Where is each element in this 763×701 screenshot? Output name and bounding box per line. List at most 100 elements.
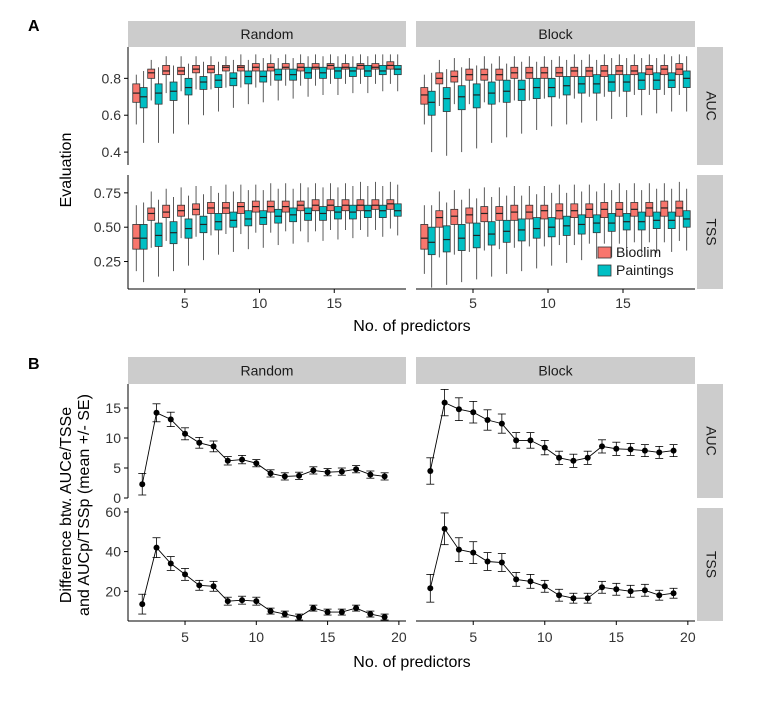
- a-random-tss-bioclim-x3-box: [147, 207, 156, 221]
- b-random-tss-point-x13: [296, 614, 303, 621]
- a-x-tick-label-block-15: 15: [615, 295, 631, 311]
- a-block-tss-paintings-x2-box: [427, 226, 436, 256]
- a-random-auc-bioclim-x4-box: [162, 65, 171, 76]
- a-block-tss-bioclim-x11-box: [555, 203, 564, 220]
- b-random-auc-point-x13: [296, 472, 303, 479]
- a-block-tss-bioclim-x19-box: [675, 200, 684, 217]
- a-random-auc-paintings-x5-box: [184, 77, 193, 96]
- a-random-tss-bioclim-x19-box: [386, 199, 395, 210]
- b-col-strip-random: [128, 357, 406, 384]
- a-x-tick-label-random-15: 15: [326, 295, 342, 311]
- a-col-strip-label-block: Block: [538, 26, 573, 42]
- a-random-auc-paintings-x9-box: [244, 70, 253, 85]
- b-block-auc-point-x10: [541, 444, 548, 451]
- panel-a-boxplots: Random Block AUC TSS 0.4 0.6 0.8 0.25 0.50 0.75 5 1…: [94, 21, 723, 311]
- a-block-auc-paintings-x16-box: [637, 72, 646, 90]
- b-random-tss-point-x3: [153, 544, 160, 551]
- b-random-auc-point-x4: [167, 416, 174, 423]
- b-random-tss-point-x11: [267, 608, 274, 615]
- a-block-auc-bioclim-x16-box: [630, 65, 639, 76]
- a-random-tss-paintings-x9-box: [244, 210, 253, 227]
- a-random-auc-bioclim-x3-box: [147, 68, 156, 79]
- a-block-auc-bioclim-x17-box: [645, 65, 654, 76]
- b-random-auc-point-x5: [182, 430, 189, 437]
- b-x-tick-label-block-5: 5: [469, 629, 477, 645]
- b-random-auc-point-x3: [153, 409, 160, 416]
- b-random-tss-point-x19: [381, 614, 388, 621]
- b-random-tss-point-x16: [338, 609, 345, 616]
- b-random-auc-point-x11: [267, 470, 274, 477]
- a-random-auc-paintings-x19-box: [393, 65, 402, 76]
- a-block-tss-paintings-x4-box: [457, 224, 466, 251]
- b-block-tss-point-x4: [455, 546, 462, 553]
- b-random-auc-point-x7: [210, 443, 217, 450]
- b-block-auc-point-x8: [513, 437, 520, 444]
- a-block-auc-bioclim-x13-box: [585, 66, 594, 77]
- a-random-tss-bioclim-x13-box: [296, 200, 305, 212]
- b-random-tss-point-x8: [224, 598, 231, 605]
- a-random-auc-bioclim-x14-box: [311, 63, 320, 70]
- a-x-tick-label-block-5: 5: [469, 295, 477, 311]
- b-random-tss-point-x7: [210, 583, 217, 590]
- a-block-auc-bioclim-x11-box: [555, 66, 564, 77]
- a-block-tss-paintings-x9-box: [532, 217, 541, 239]
- b-row-strip-label-tss: TSS: [703, 551, 719, 578]
- panel-b-x-axis-title: No. of predictors: [353, 654, 470, 671]
- a-block-auc-paintings-x14-box: [607, 74, 616, 92]
- a-block-tss-paintings-x13-box: [592, 214, 601, 234]
- b-col-strip-label-block: Block: [538, 363, 573, 379]
- b-block-auc-point-x2: [427, 468, 434, 474]
- a-block-tss-bioclim-x18-box: [660, 200, 669, 217]
- a-random-tss-bioclim-x2-box: [132, 224, 141, 250]
- a-x-tick-label-random-10: 10: [252, 295, 268, 311]
- b-block-auc-point-x3: [441, 399, 448, 406]
- a-block-auc-paintings-x5-box: [472, 83, 481, 109]
- a-block-tss-bioclim-x10-box: [540, 204, 549, 220]
- b-block-tss-point-x9: [527, 578, 534, 585]
- a-y-tick-label-auc-0-4: 0.4: [102, 144, 122, 160]
- b-random-auc-series-line: [141, 412, 385, 485]
- a-block-tss-bioclim-x3-box: [435, 210, 444, 228]
- a-x-tick-label-random-5: 5: [181, 295, 189, 311]
- a-block-tss-bioclim-x4-box: [450, 208, 459, 225]
- a-block-auc-paintings-x4-box: [457, 85, 466, 111]
- a-block-auc-bioclim-x15-box: [615, 65, 624, 76]
- b-block-auc-point-x15: [613, 445, 620, 452]
- b-random-auc-point-x12: [281, 473, 288, 480]
- a-y-tick-label-auc-0-6: 0.6: [102, 107, 122, 123]
- b-random-tss-point-x4: [167, 560, 174, 567]
- b-block-tss-point-x6: [484, 558, 491, 565]
- legend-label-bioclim: Bioclim: [616, 244, 661, 260]
- b-random-tss-point-x9: [239, 597, 246, 604]
- a-block-tss-bioclim-x2-box: [420, 224, 429, 250]
- b-random-auc-point-x15: [324, 469, 331, 476]
- a-y-tick-label-tss-0-75: 0.75: [94, 185, 121, 201]
- b-random-tss-point-x6: [196, 582, 203, 589]
- b-random-auc-point-x10: [253, 460, 260, 467]
- a-random-auc-bioclim-x9-box: [236, 65, 245, 72]
- b-block-auc-point-x6: [484, 417, 491, 423]
- a-block-auc-paintings-x3-box: [442, 87, 451, 112]
- a-col-strip-label-random: Random: [241, 26, 294, 42]
- a-random-auc-bioclim-x15-box: [326, 63, 335, 70]
- a-block-auc-bioclim-x12-box: [570, 66, 579, 77]
- b-block-tss-point-x7: [498, 559, 505, 566]
- b-random-auc-point-x19: [381, 473, 388, 480]
- b-random-auc-point-x2: [139, 481, 146, 488]
- a-block-tss-paintings-x16-box: [637, 211, 646, 231]
- panel-a-x-axis-title: No. of predictors: [353, 318, 470, 335]
- a-y-tick-label-tss-0-50: 0.50: [94, 219, 121, 235]
- b-block-auc-point-x16: [627, 446, 634, 453]
- b-row-strip-auc: [697, 384, 723, 498]
- panel-b-y-axis-title-line-2: and AUCp/TSSp (mean +/- SE): [76, 394, 93, 616]
- a-row-strip-label-tss: TSS: [703, 218, 719, 245]
- b-random-tss-point-x12: [281, 611, 288, 618]
- b-row-strip-label-auc: AUC: [703, 426, 719, 456]
- panel-letter-a: A: [28, 18, 40, 35]
- a-block-auc-bioclim-x2-box: [420, 87, 429, 105]
- b-block-auc-series-line: [429, 401, 674, 472]
- b-random-tss-point-x2: [139, 601, 146, 608]
- a-row-strip-auc: [697, 47, 723, 165]
- a-random-auc-paintings-x15-box: [334, 66, 342, 79]
- b-block-auc-point-x17: [641, 447, 648, 454]
